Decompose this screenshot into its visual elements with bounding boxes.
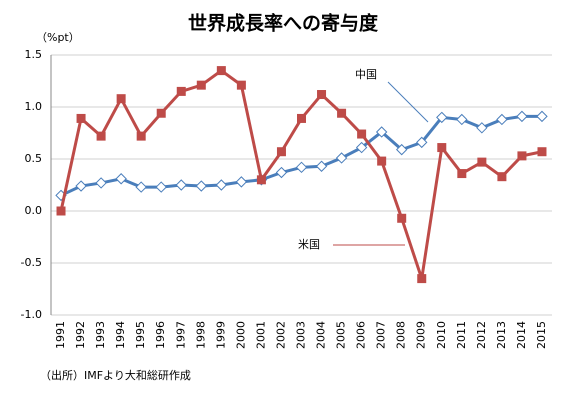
point xyxy=(96,131,106,141)
x-tick-label: 2005 xyxy=(335,321,348,349)
point xyxy=(517,151,527,161)
source-note: （出所）IMFより大和総研作成 xyxy=(40,368,191,382)
x-tick-label: 1993 xyxy=(94,321,107,349)
point xyxy=(377,156,387,166)
point xyxy=(135,181,147,193)
point xyxy=(297,113,306,123)
point xyxy=(315,160,328,172)
x-tick-label: 2014 xyxy=(515,321,528,349)
point xyxy=(357,129,367,139)
point xyxy=(256,175,266,185)
point xyxy=(215,179,228,191)
x-tick-label: 2004 xyxy=(315,321,328,349)
x-tick-label: 2015 xyxy=(535,321,548,349)
point xyxy=(136,131,146,141)
x-tick-label: 2006 xyxy=(355,321,368,349)
point xyxy=(477,157,487,167)
point xyxy=(317,90,327,100)
point xyxy=(416,136,428,149)
point xyxy=(295,161,308,174)
point xyxy=(116,94,126,104)
y-tick-label: 1.0 xyxy=(25,100,43,113)
point xyxy=(76,113,86,123)
y-axis-label: （%pt） xyxy=(36,31,80,44)
point xyxy=(437,143,447,153)
x-tick-label: 1996 xyxy=(154,321,167,349)
series-line xyxy=(60,114,542,197)
point xyxy=(175,179,187,191)
x-tick-label: 1995 xyxy=(134,321,147,349)
point xyxy=(375,126,388,138)
series-label: 中国 xyxy=(355,68,377,81)
point xyxy=(216,66,226,76)
annotation-arrow xyxy=(387,81,429,123)
point xyxy=(537,147,547,157)
y-tick-label: 1.5 xyxy=(25,48,43,61)
x-tick-label: 1998 xyxy=(194,321,207,349)
point xyxy=(497,172,507,182)
point xyxy=(395,143,408,156)
x-tick-label: 2010 xyxy=(435,321,448,349)
point xyxy=(536,110,548,123)
point xyxy=(476,122,488,134)
point xyxy=(355,141,368,154)
point xyxy=(516,110,528,123)
point xyxy=(176,86,186,96)
point xyxy=(276,147,286,157)
y-tick-label: 0.0 xyxy=(25,204,43,217)
point xyxy=(236,80,246,90)
point xyxy=(275,166,288,179)
x-tick-label: 2011 xyxy=(455,321,468,349)
point xyxy=(196,80,206,90)
point xyxy=(195,180,208,192)
x-tick-label: 2001 xyxy=(254,321,267,349)
point xyxy=(337,108,347,118)
point xyxy=(155,181,167,193)
point xyxy=(235,176,248,188)
x-tick-label: 1992 xyxy=(74,321,87,349)
x-tick-label: 2000 xyxy=(234,321,247,349)
point xyxy=(457,169,467,179)
x-tick-label: 2013 xyxy=(495,321,508,349)
x-tick-label: 2012 xyxy=(475,321,488,349)
x-tick-label: 1997 xyxy=(174,321,187,349)
x-tick-label: 2003 xyxy=(295,321,308,349)
y-tick-label: -1.0 xyxy=(21,308,42,321)
point xyxy=(56,206,66,216)
x-tick-label: 2002 xyxy=(274,321,287,349)
point xyxy=(456,113,468,126)
point xyxy=(436,111,448,124)
point xyxy=(417,274,427,284)
x-tick-label: 2008 xyxy=(395,321,408,349)
y-tick-label: 0.5 xyxy=(25,152,43,165)
point xyxy=(496,113,508,126)
x-tick-label: 1991 xyxy=(54,321,67,349)
y-tick-label: -0.5 xyxy=(21,256,42,269)
point xyxy=(156,108,166,118)
x-tick-label: 1999 xyxy=(214,321,227,349)
point xyxy=(75,180,87,192)
x-tick-label: 2009 xyxy=(415,321,428,349)
point xyxy=(335,152,348,164)
point xyxy=(115,173,127,185)
point xyxy=(397,213,407,223)
series-label: 米国 xyxy=(298,238,320,251)
x-tick-label: 1994 xyxy=(114,321,127,349)
point xyxy=(95,177,107,189)
x-tick-label: 2007 xyxy=(375,321,388,349)
chart-title: 世界成長率への寄与度 xyxy=(188,12,379,35)
